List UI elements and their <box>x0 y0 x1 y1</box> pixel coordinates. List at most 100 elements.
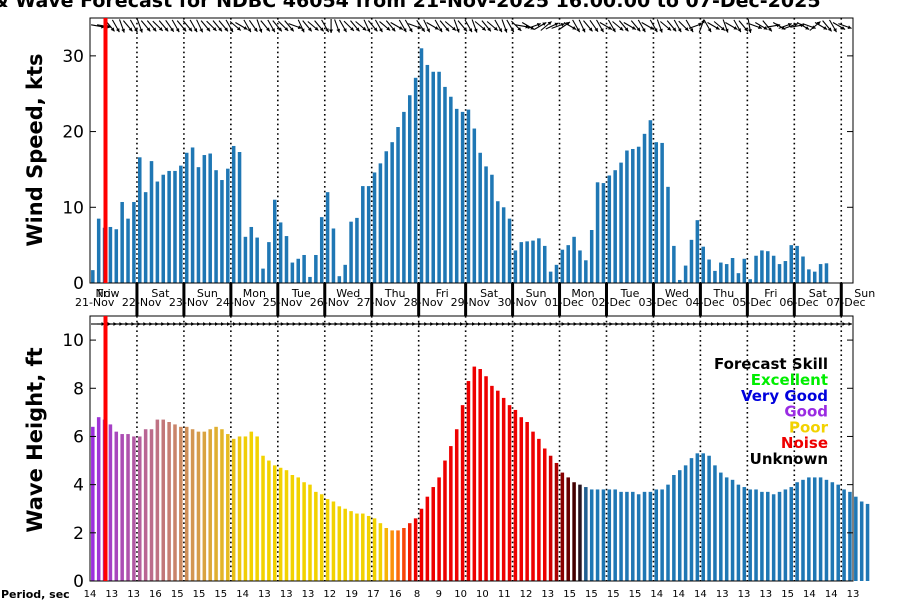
wave-y-tick-label: 4 <box>73 476 84 496</box>
wind-arrow-head <box>146 27 151 32</box>
wind-arrow-head <box>612 28 616 33</box>
wind-bar <box>595 182 600 283</box>
wind-bar <box>419 48 424 283</box>
wave-bar <box>208 429 212 581</box>
wind-bar <box>390 142 394 283</box>
wind-y-tick-label: 10 <box>62 198 84 218</box>
wave-bar <box>818 477 823 581</box>
wave-bar <box>777 491 782 581</box>
wave-bar <box>789 487 794 581</box>
wind-bar <box>443 86 447 284</box>
wind-arrow-head <box>517 27 522 31</box>
wave-bar <box>783 489 788 581</box>
wave-bars <box>91 366 870 581</box>
wind-arrow-head <box>768 27 772 32</box>
wind-y-tick-label: 0 <box>73 274 84 294</box>
wind-bar <box>366 186 371 283</box>
wind-arrow-head <box>701 19 705 24</box>
wave-bar <box>848 491 852 581</box>
wave-bar <box>126 434 130 581</box>
day-divider <box>839 283 843 316</box>
wave-bar <box>296 477 300 581</box>
wind-bar <box>202 155 207 283</box>
wind-arrow-head <box>560 23 565 27</box>
day-label: Thu <box>384 287 406 300</box>
wind-arrow-head <box>218 27 222 32</box>
wind-arrow-head <box>805 26 810 30</box>
wind-arrow-head <box>636 27 641 32</box>
day-divider <box>464 283 468 316</box>
wave-bar <box>419 508 424 581</box>
wave-bar <box>454 429 459 581</box>
wind-arrow-head <box>212 27 217 31</box>
wind-arrow-head <box>350 27 354 31</box>
wave-bar <box>842 489 846 581</box>
wind-arrow-head <box>366 28 371 33</box>
wave-bar <box>161 419 166 581</box>
period-value: 14 <box>650 589 663 600</box>
wind-arrow-head <box>689 28 694 33</box>
date-label: 05-Dec <box>732 296 771 309</box>
wind-bar <box>226 168 230 283</box>
wind-bar <box>449 96 453 284</box>
date-band: Fri Sat Sun Mon Tue Wed Thu Fri Sat Sun Mon Tue Wed T… <box>75 283 875 317</box>
wind-bar <box>460 111 465 283</box>
wave-bar <box>689 458 694 581</box>
wind-bar <box>707 259 711 283</box>
wind-bar <box>719 262 723 283</box>
wind-bar <box>220 180 224 283</box>
period-value: 11 <box>498 589 511 600</box>
wave-bar <box>349 511 353 581</box>
wind-bar <box>754 255 758 283</box>
day-label: Sun <box>197 287 218 300</box>
wind-arrow-head <box>619 26 624 31</box>
wind-arrow-head <box>594 27 598 32</box>
legend-item-unknown: Unknown <box>750 450 828 468</box>
wave-bar <box>466 381 471 581</box>
wind-arrow-head <box>833 28 837 33</box>
wind-bar <box>812 271 817 283</box>
wind-arrow-head <box>463 27 467 32</box>
wind-arrow-head <box>677 28 682 33</box>
wind-bar <box>261 268 265 283</box>
wind-bar <box>155 181 160 283</box>
now-line-wave <box>103 316 108 581</box>
wave-bar <box>824 479 829 581</box>
wind-bar <box>425 64 430 283</box>
wave-bar <box>854 496 858 581</box>
wind-bar <box>736 273 741 283</box>
wind-bar <box>507 218 512 283</box>
wind-arrow-head <box>438 28 443 33</box>
wave-bar <box>625 491 629 581</box>
date-label: 04-Dec <box>685 296 724 309</box>
wind-bar <box>713 270 717 283</box>
date-label: 01-Dec <box>545 296 584 309</box>
period-value: 14 <box>694 589 707 600</box>
wind-bar <box>531 240 535 283</box>
wind-arrow-head <box>631 26 636 30</box>
wind-arrow-head <box>139 28 143 33</box>
wave-bar <box>713 465 717 581</box>
wind-arrow-head <box>481 26 486 31</box>
wind-arrow-head <box>271 28 275 33</box>
wave-bar <box>237 436 242 581</box>
wind-arrow-head <box>763 26 768 30</box>
period-value: 9 <box>436 589 442 600</box>
wind-arrow-head <box>402 28 407 33</box>
date-label: 29-Nov <box>451 296 491 309</box>
wind-bar <box>689 239 694 283</box>
period-value: 16 <box>149 589 162 600</box>
wind-arrow-head <box>715 26 720 30</box>
wave-bar <box>325 499 330 581</box>
wave-bar <box>167 422 171 581</box>
wave-bar <box>478 369 482 581</box>
wind-bar <box>560 249 565 283</box>
wind-bar <box>91 270 95 283</box>
wave-bar <box>578 484 582 581</box>
wind-bar <box>677 279 682 283</box>
wave-bar <box>179 426 183 581</box>
wind-arrow-head <box>253 27 258 32</box>
wave-bar <box>231 438 236 581</box>
wind-arrow-head <box>493 26 498 31</box>
wind-bar <box>290 262 295 283</box>
